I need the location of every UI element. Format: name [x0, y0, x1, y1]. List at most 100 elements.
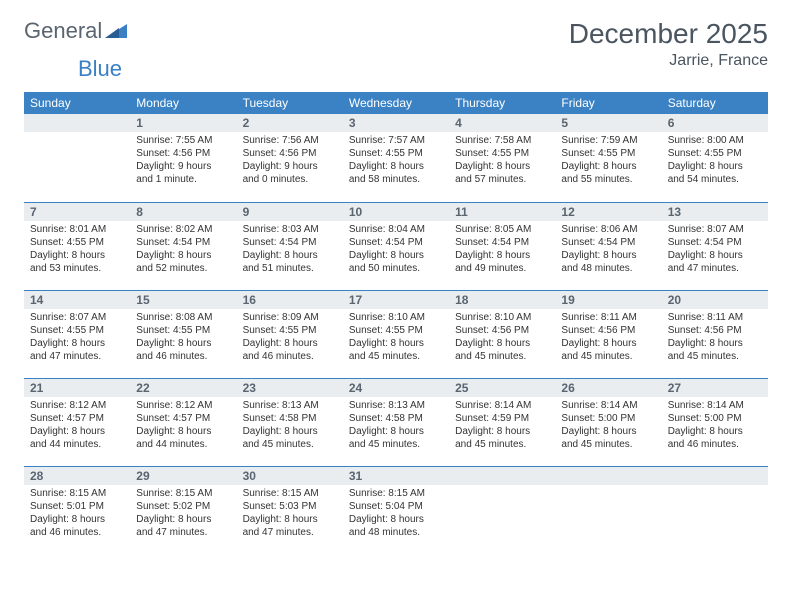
day-number: 1: [130, 114, 236, 132]
daylight-line: Daylight: 8 hours and 45 minutes.: [455, 425, 549, 451]
sunset-line: Sunset: 4:54 PM: [136, 236, 230, 249]
day-header: Monday: [130, 92, 236, 114]
sunset-line: Sunset: 4:57 PM: [136, 412, 230, 425]
logo-text-2: Blue: [78, 56, 122, 82]
calendar-cell: 12Sunrise: 8:06 AMSunset: 4:54 PMDayligh…: [555, 202, 661, 290]
day-details: Sunrise: 8:12 AMSunset: 4:57 PMDaylight:…: [130, 397, 236, 455]
daylight-line: Daylight: 8 hours and 45 minutes.: [455, 337, 549, 363]
calendar-cell: 17Sunrise: 8:10 AMSunset: 4:55 PMDayligh…: [343, 290, 449, 378]
calendar-cell: 6Sunrise: 8:00 AMSunset: 4:55 PMDaylight…: [662, 114, 768, 202]
day-details: Sunrise: 8:13 AMSunset: 4:58 PMDaylight:…: [343, 397, 449, 455]
daylight-line: Daylight: 8 hours and 45 minutes.: [668, 337, 762, 363]
daylight-line: Daylight: 8 hours and 48 minutes.: [349, 513, 443, 539]
sunset-line: Sunset: 4:55 PM: [349, 147, 443, 160]
calendar-cell: 27Sunrise: 8:14 AMSunset: 5:00 PMDayligh…: [662, 378, 768, 466]
logo: General: [24, 18, 127, 44]
day-number: 7: [24, 203, 130, 221]
sunset-line: Sunset: 5:00 PM: [561, 412, 655, 425]
day-number: 28: [24, 467, 130, 485]
calendar-week-row: 28Sunrise: 8:15 AMSunset: 5:01 PMDayligh…: [24, 466, 768, 554]
day-number: 18: [449, 291, 555, 309]
day-details: Sunrise: 8:10 AMSunset: 4:55 PMDaylight:…: [343, 309, 449, 367]
day-details: Sunrise: 8:00 AMSunset: 4:55 PMDaylight:…: [662, 132, 768, 190]
daylight-line: Daylight: 8 hours and 44 minutes.: [30, 425, 124, 451]
day-header: Wednesday: [343, 92, 449, 114]
day-number: 19: [555, 291, 661, 309]
calendar-cell: 23Sunrise: 8:13 AMSunset: 4:58 PMDayligh…: [237, 378, 343, 466]
sunset-line: Sunset: 4:54 PM: [243, 236, 337, 249]
day-details: Sunrise: 7:55 AMSunset: 4:56 PMDaylight:…: [130, 132, 236, 190]
sunrise-line: Sunrise: 8:07 AM: [30, 311, 124, 324]
day-number: 3: [343, 114, 449, 132]
sunset-line: Sunset: 4:56 PM: [136, 147, 230, 160]
calendar-cell: 4Sunrise: 7:58 AMSunset: 4:55 PMDaylight…: [449, 114, 555, 202]
sunrise-line: Sunrise: 7:57 AM: [349, 134, 443, 147]
day-number: 14: [24, 291, 130, 309]
calendar-week-row: 7 Sunrise: 8:01 AMSunset: 4:55 PMDaylight…: [24, 202, 768, 290]
day-details: Sunrise: 7:56 AMSunset: 4:56 PMDaylight:…: [237, 132, 343, 190]
day-number: 31: [343, 467, 449, 485]
day-number: 13: [662, 203, 768, 221]
sunset-line: Sunset: 4:58 PM: [349, 412, 443, 425]
sunset-line: Sunset: 4:56 PM: [243, 147, 337, 160]
calendar-cell: 18Sunrise: 8:10 AMSunset: 4:56 PMDayligh…: [449, 290, 555, 378]
sunset-line: Sunset: 4:55 PM: [136, 324, 230, 337]
sunrise-line: Sunrise: 8:12 AM: [30, 399, 124, 412]
daylight-line: Daylight: 8 hours and 57 minutes.: [455, 160, 549, 186]
day-number: 12: [555, 203, 661, 221]
daylight-line: Daylight: 8 hours and 47 minutes.: [243, 513, 337, 539]
daylight-line: Daylight: 8 hours and 45 minutes.: [561, 337, 655, 363]
month-title: December 2025: [569, 18, 768, 50]
day-number: 2: [237, 114, 343, 132]
day-details: Sunrise: 8:11 AMSunset: 4:56 PMDaylight:…: [555, 309, 661, 367]
daylight-line: Daylight: 8 hours and 45 minutes.: [243, 425, 337, 451]
sunrise-line: Sunrise: 8:15 AM: [349, 487, 443, 500]
sunset-line: Sunset: 4:54 PM: [668, 236, 762, 249]
day-number: 16: [237, 291, 343, 309]
calendar-cell: 30Sunrise: 8:15 AMSunset: 5:03 PMDayligh…: [237, 466, 343, 554]
day-details: Sunrise: 8:14 AMSunset: 5:00 PMDaylight:…: [555, 397, 661, 455]
day-details: Sunrise: 8:05 AMSunset: 4:54 PMDaylight:…: [449, 221, 555, 279]
sunrise-line: Sunrise: 8:07 AM: [668, 223, 762, 236]
title-block: December 2025 Jarrie, France: [569, 18, 768, 70]
sunset-line: Sunset: 4:59 PM: [455, 412, 549, 425]
sunset-line: Sunset: 5:00 PM: [668, 412, 762, 425]
calendar-cell: 11Sunrise: 8:05 AMSunset: 4:54 PMDayligh…: [449, 202, 555, 290]
daylight-line: Daylight: 8 hours and 45 minutes.: [349, 425, 443, 451]
day-details: Sunrise: 8:07 AMSunset: 4:54 PMDaylight:…: [662, 221, 768, 279]
calendar-cell: 26Sunrise: 8:14 AMSunset: 5:00 PMDayligh…: [555, 378, 661, 466]
sunrise-line: Sunrise: 8:13 AM: [349, 399, 443, 412]
calendar-cell: 16Sunrise: 8:09 AMSunset: 4:55 PMDayligh…: [237, 290, 343, 378]
daylight-line: Daylight: 8 hours and 47 minutes.: [136, 513, 230, 539]
daylight-line: Daylight: 8 hours and 46 minutes.: [668, 425, 762, 451]
sunset-line: Sunset: 4:54 PM: [455, 236, 549, 249]
calendar-week-row: 21Sunrise: 8:12 AMSunset: 4:57 PMDayligh…: [24, 378, 768, 466]
calendar-cell: 15Sunrise: 8:08 AMSunset: 4:55 PMDayligh…: [130, 290, 236, 378]
day-header: Saturday: [662, 92, 768, 114]
calendar-cell: [555, 466, 661, 554]
day-number: 30: [237, 467, 343, 485]
day-details: Sunrise: 8:14 AMSunset: 5:00 PMDaylight:…: [662, 397, 768, 455]
sunrise-line: Sunrise: 8:08 AM: [136, 311, 230, 324]
sunrise-line: Sunrise: 8:06 AM: [561, 223, 655, 236]
day-number: 21: [24, 379, 130, 397]
calendar-cell: 24Sunrise: 8:13 AMSunset: 4:58 PMDayligh…: [343, 378, 449, 466]
sunrise-line: Sunrise: 8:13 AM: [243, 399, 337, 412]
calendar-cell: 20Sunrise: 8:11 AMSunset: 4:56 PMDayligh…: [662, 290, 768, 378]
day-number: 4: [449, 114, 555, 132]
daylight-line: Daylight: 8 hours and 53 minutes.: [30, 249, 124, 275]
sunrise-line: Sunrise: 8:04 AM: [349, 223, 443, 236]
day-header-row: SundayMondayTuesdayWednesdayThursdayFrid…: [24, 92, 768, 114]
sunrise-line: Sunrise: 8:01 AM: [30, 223, 124, 236]
sunset-line: Sunset: 4:55 PM: [243, 324, 337, 337]
day-details: Sunrise: 7:59 AMSunset: 4:55 PMDaylight:…: [555, 132, 661, 190]
sunset-line: Sunset: 5:03 PM: [243, 500, 337, 513]
day-number: 29: [130, 467, 236, 485]
calendar-cell: 7 Sunrise: 8:01 AMSunset: 4:55 PMDaylight…: [24, 202, 130, 290]
calendar-cell: 9Sunrise: 8:03 AMSunset: 4:54 PMDaylight…: [237, 202, 343, 290]
day-details: Sunrise: 7:58 AMSunset: 4:55 PMDaylight:…: [449, 132, 555, 190]
sunset-line: Sunset: 4:55 PM: [30, 236, 124, 249]
calendar-cell: [662, 466, 768, 554]
sunset-line: Sunset: 4:56 PM: [455, 324, 549, 337]
day-header: Tuesday: [237, 92, 343, 114]
